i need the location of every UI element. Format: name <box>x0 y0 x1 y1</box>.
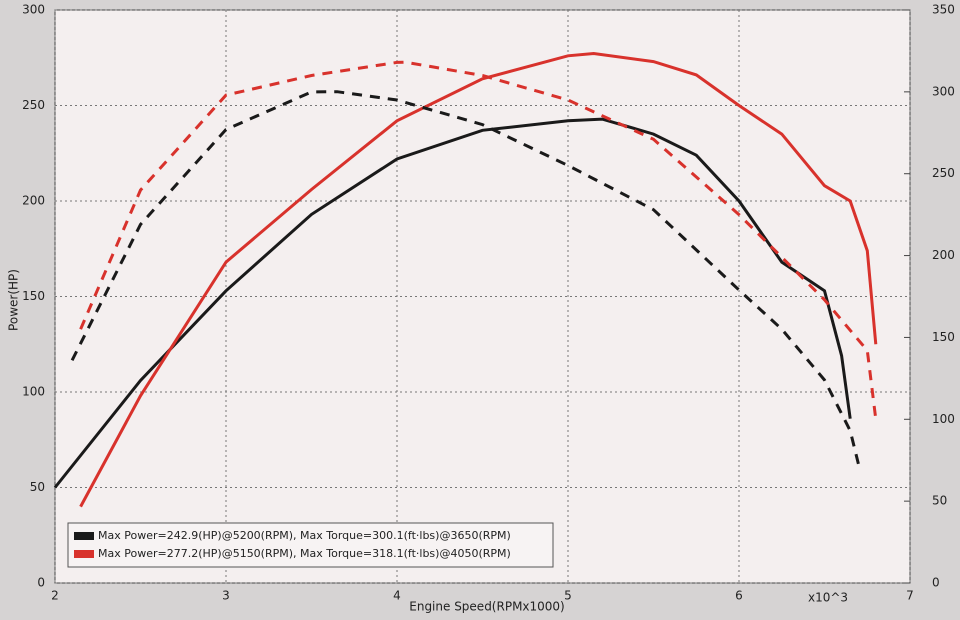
y-tick-label: 100 <box>22 385 45 399</box>
x-tick-label: 7 <box>906 589 914 603</box>
plot-area <box>54 9 911 584</box>
x-tick-label: 2 <box>51 589 59 603</box>
series-line <box>53 117 852 489</box>
x-multiplier: x10^3 <box>808 591 848 605</box>
y-axis-label: Power(HP) <box>7 269 21 331</box>
y2-tick-label: 150 <box>932 330 955 344</box>
series-line <box>70 90 861 466</box>
y2-tick-label: 350 <box>932 3 955 17</box>
x-tick-label: 3 <box>222 589 230 603</box>
y2-tick-label: 100 <box>932 412 955 426</box>
x-tick-label: 5 <box>564 589 572 603</box>
y-tick-label: 50 <box>30 480 45 494</box>
y-tick-label: 300 <box>22 3 45 17</box>
y2-tick-label: 250 <box>932 166 955 180</box>
legend-swatch <box>74 532 94 540</box>
series-line <box>79 60 878 420</box>
y2-tick-label: 300 <box>932 84 955 98</box>
y-tick-label: 250 <box>22 98 45 112</box>
legend-label: Max Power=277.2(HP)@5150(RPM), Max Torqu… <box>98 547 511 560</box>
y2-tick-label: 200 <box>932 248 955 262</box>
legend-swatch <box>74 550 94 558</box>
legend-label: Max Power=242.9(HP)@5200(RPM), Max Torqu… <box>98 529 511 542</box>
x-axis-label: Engine Speed(RPMx1000) <box>409 600 565 614</box>
x-tick-label: 6 <box>735 589 743 603</box>
y-tick-label: 150 <box>22 289 45 303</box>
y2-tick-label: 0 <box>932 576 940 590</box>
series-line <box>79 51 878 508</box>
legend-box <box>67 522 554 568</box>
y-tick-label: 0 <box>37 576 45 590</box>
x-tick-label: 4 <box>393 589 401 603</box>
y2-tick-label: 50 <box>932 494 947 508</box>
y-tick-label: 200 <box>22 194 45 208</box>
